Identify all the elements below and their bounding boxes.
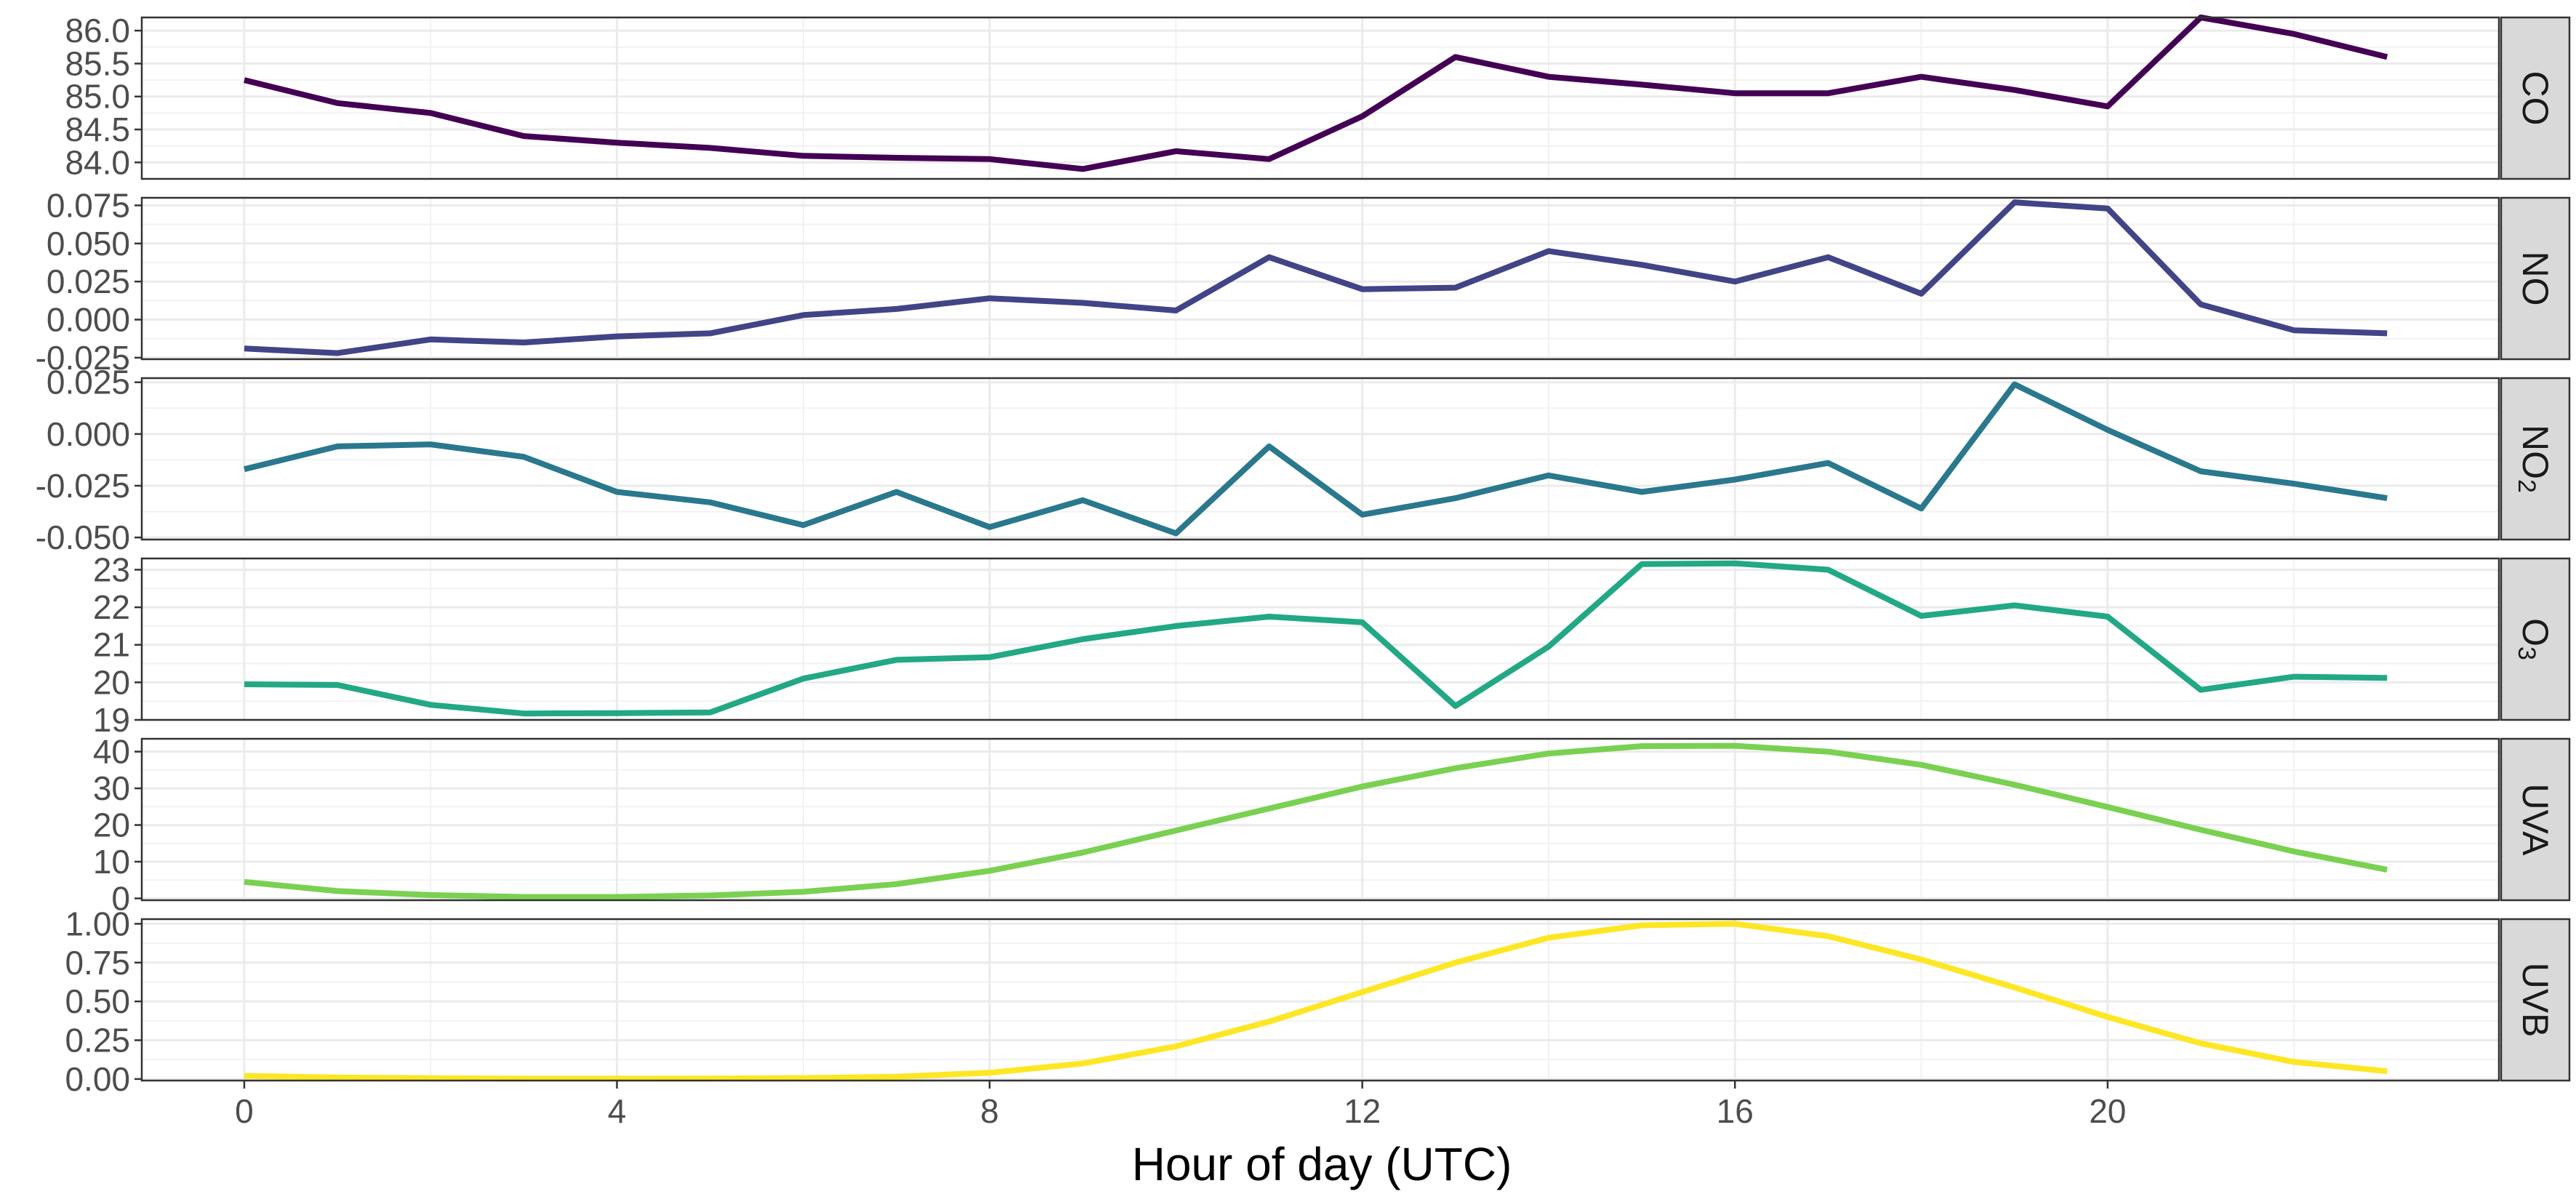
panel-background [142, 378, 2499, 540]
panel-border [140, 377, 2500, 541]
panel-background [142, 919, 2499, 1081]
y-tick-label: 1.00 [65, 905, 130, 942]
panel-co: 84.084.585.085.586.0 CO [65, 12, 2571, 181]
facet-strip [2500, 737, 2571, 902]
panel-border [140, 16, 2500, 180]
panel-border [140, 918, 2500, 1082]
y-tick-label: 0.075 [47, 186, 130, 224]
y-tick-label: 0.050 [47, 225, 130, 263]
facet-strip [2500, 196, 2571, 361]
y-tick-label: 20 [93, 806, 130, 844]
x-tick-label: 8 [980, 1092, 999, 1130]
panel-uvb: 0.000.250.500.751.00 UVB [65, 905, 2571, 1098]
y-tick-label: 0.50 [65, 982, 130, 1020]
x-tick-label: 16 [1717, 1092, 1754, 1130]
y-tick-label: 0 [111, 879, 130, 917]
y-tick-label: 0.025 [47, 263, 130, 300]
series-line-no2 [244, 381, 2388, 537]
y-tick-label: 0.025 [47, 364, 130, 401]
y-tick-label: 0.25 [65, 1022, 130, 1059]
facet-strip [2500, 377, 2571, 541]
y-tick-label: 21 [93, 626, 130, 664]
y-tick-label: 0.000 [47, 301, 130, 339]
series-line-o3 [244, 560, 2388, 717]
y-tick-label: 22 [93, 588, 130, 626]
x-axis-title: Hour of day (UTC) [1132, 1138, 1512, 1190]
y-tick-label: 84.5 [65, 111, 130, 148]
panel-border [140, 557, 2500, 721]
panel-background [142, 558, 2499, 720]
x-tick-label: 4 [608, 1092, 627, 1130]
series-line-uvb [244, 921, 2388, 1082]
y-tick-label: 19 [93, 701, 130, 739]
series-line-uva [244, 742, 2388, 900]
y-tick-label: 84.0 [65, 143, 130, 181]
y-tick-label: 86.0 [65, 12, 130, 49]
y-tick-label: -0.050 [36, 518, 130, 556]
facet-strip-subscript: 3 [2513, 646, 2540, 660]
y-tick-label: 23 [93, 550, 130, 588]
facet-strip [2500, 16, 2571, 180]
y-tick-label: 85.0 [65, 78, 130, 116]
series-line-co [244, 15, 2388, 172]
panel-border [140, 737, 2500, 902]
y-tick-label: 0.00 [65, 1060, 130, 1098]
y-tick-label: 20 [93, 663, 130, 701]
y-tick-label: -0.025 [36, 339, 130, 377]
x-axis: 0 4 8 12 16 20 [235, 1081, 2126, 1130]
facet-strip-subscript: 2 [2513, 479, 2540, 493]
facet-strip-label: UVA [2515, 783, 2556, 856]
facet-strip-label: UVB [2515, 963, 2556, 1038]
x-tick-label: 20 [2089, 1092, 2126, 1130]
series-line-no [244, 199, 2388, 356]
y-tick-label: 0.75 [65, 944, 130, 982]
x-tick-label: 0 [235, 1092, 254, 1130]
facet-strip-label: NO [2515, 252, 2556, 306]
x-tick-label: 12 [1344, 1092, 1381, 1130]
y-tick-label: 10 [93, 843, 130, 881]
y-tick-label: -0.025 [36, 467, 130, 505]
panel-border [140, 196, 2500, 361]
y-tick-label: 30 [93, 769, 130, 807]
panel-background [142, 739, 2499, 900]
panels-group: 84.084.585.085.586.0CO-0.0250.0000.0250.… [36, 12, 2571, 1098]
y-tick-label: 85.5 [65, 44, 130, 82]
facet-strip [2500, 918, 2571, 1082]
y-tick-label: 40 [93, 733, 130, 771]
facet-strip-label: CO [2515, 71, 2556, 126]
facet-strip [2500, 557, 2571, 721]
y-tick-label: 0.000 [47, 415, 130, 453]
panel-background [142, 198, 2499, 359]
panel-background [142, 17, 2499, 179]
